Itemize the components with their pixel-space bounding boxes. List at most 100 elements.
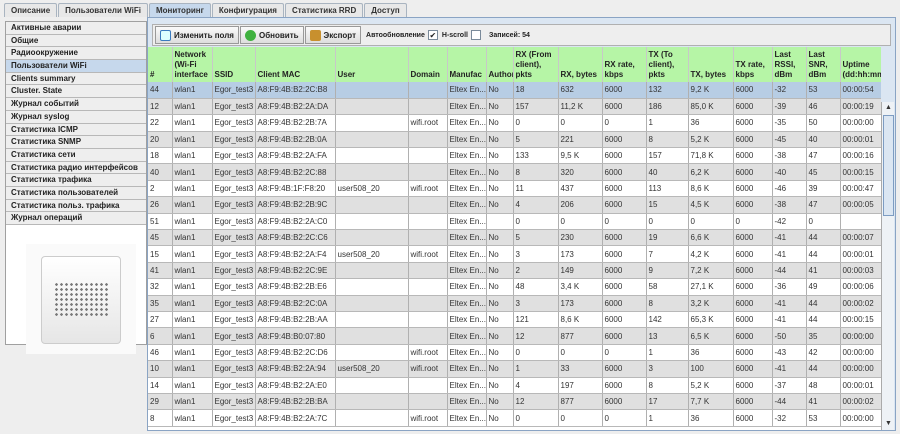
sidebar-item[interactable]: Журнал событий [6,98,146,111]
column-header[interactable]: Client MAC [255,47,336,82]
table-cell: 100 [688,360,734,378]
tab-4[interactable]: Статистика RRD [284,3,364,17]
table-cell: 149 [558,262,603,280]
table-cell [335,163,409,181]
column-header[interactable]: RX, bytes [558,47,603,82]
table-row[interactable]: 40 wlan1 Egor_test3 A8:F9:4B:B2:2C:88 Eltex … [148,163,881,181]
column-header[interactable]: Network (Wi-Fi interface [172,47,213,82]
tab-2[interactable]: Мониторинг [148,3,211,17]
table-row[interactable]: 27 wlan1 Egor_test3 A8:F9:4B:B2:2B:AA Eltex … [148,311,881,329]
table-cell: 3 [646,360,689,378]
table-cell: 6000 [602,278,647,296]
scroll-down-icon[interactable]: ▼ [885,420,892,427]
sidebar-item[interactable]: Статистика ICMP [6,123,146,137]
table-row[interactable]: 20 wlan1 Egor_test3 A8:F9:4B:B2:2B:0A Eltex … [148,131,881,149]
table-row[interactable]: 45 wlan1 Egor_test3 A8:F9:4B:B2:2C:C6 Eltex … [148,229,881,247]
sidebar-item[interactable]: Активные аварии [6,22,146,35]
sidebar-item[interactable]: Радиоокружение [6,47,146,61]
table-row[interactable]: 44 wlan1 Egor_test3 A8:F9:4B:B2:2C:B8 Eltex … [148,82,881,99]
sidebar-item[interactable]: Статистика трафика [6,174,146,187]
table-row[interactable]: 14 wlan1 Egor_test3 A8:F9:4B:B2:2A:E0 Eltex … [148,377,881,394]
column-header[interactable]: Manufac [447,47,487,82]
column-header[interactable]: TX (To client), pkts [646,47,689,82]
column-header[interactable]: SSID [212,47,256,82]
tab-5[interactable]: Доступ [364,3,407,17]
table-cell: A8:F9:4B:B2:2B:AA [255,311,336,329]
table-row[interactable]: 41 wlan1 Egor_test3 A8:F9:4B:B2:2C:9E Eltex … [148,262,881,280]
table-cell: 6000 [733,147,773,165]
table-cell: wlan1 [172,278,213,296]
table-cell: -41 [772,245,807,263]
column-header[interactable]: User [335,47,409,82]
sidebar-item[interactable]: Журнал syslog [6,110,146,124]
column-header[interactable]: RX rate, kbps [602,47,647,82]
sidebar-item[interactable]: Статистика пользователей [6,186,146,200]
column-header[interactable]: Uptime (dd:hh:mm [840,47,881,82]
table-row[interactable]: 18 wlan1 Egor_test3 A8:F9:4B:B2:2A:FA Eltex … [148,147,881,165]
sidebar-item[interactable]: Clients summary [6,72,146,86]
table-row[interactable]: 29 wlan1 Egor_test3 A8:F9:4B:B2:2B:BA Eltex … [148,393,881,411]
table-cell: 46 [148,344,173,362]
table-cell [335,229,409,247]
column-header[interactable]: Author [486,47,514,82]
table-cell: 0 [558,409,603,427]
table-cell: A8:F9:4B:B2:2A:C0 [255,213,336,231]
table-row[interactable]: 35 wlan1 Egor_test3 A8:F9:4B:B2:2C:0A Eltex … [148,295,881,312]
table-cell: -50 [772,327,807,345]
scroll-up-icon[interactable]: ▲ [885,104,892,111]
column-header[interactable]: TX, bytes [688,47,734,82]
table-cell: A8:F9:4B:B2:2B:7A [255,114,336,132]
table-row[interactable]: 8 wlan1 Egor_test3 A8:F9:4B:B2:2A:7C wifi.ro… [148,409,881,427]
sidebar-item[interactable]: Статистика сети [6,148,146,162]
tab-3[interactable]: Конфигурация [211,3,284,17]
table-cell: 00:00:54 [840,82,881,99]
column-header[interactable]: Domain [408,47,448,82]
tab-0[interactable]: Описание [4,3,58,17]
column-header[interactable]: TX rate, kbps [733,47,773,82]
table-cell: No [486,295,514,312]
column-header[interactable]: Last SNR, dBm [806,47,841,82]
vertical-scrollbar[interactable]: ▲ ▼ [881,102,894,430]
refresh-button[interactable]: Обновить [239,26,304,44]
column-header[interactable]: RX (From client), pkts [513,47,559,82]
table-row[interactable]: 6 wlan1 Egor_test3 A8:F9:4B:B0:07:80 Eltex E… [148,327,881,345]
table-row[interactable]: 51 wlan1 Egor_test3 A8:F9:4B:B2:2A:C0 Eltex … [148,213,881,231]
table-cell: A8:F9:4B:B2:2B:0A [255,131,336,149]
sidebar-item[interactable]: Статистика SNMP [6,136,146,149]
column-header[interactable]: # [148,47,173,82]
table-cell: 19 [646,229,689,247]
tab-1[interactable]: Пользователи WiFi [58,3,148,17]
table-row[interactable]: 2 wlan1 Egor_test3 A8:F9:4B:1F:F8:20 user508… [148,180,881,198]
table-cell: 8 [148,409,173,427]
edit-fields-button[interactable]: Изменить поля [155,26,239,44]
table-cell: 6,5 K [688,327,734,345]
sidebar-item[interactable]: Пользователи WiFi [6,60,146,73]
auto-refresh-checkbox[interactable]: ✔ [427,30,438,40]
table-cell: No [486,393,514,411]
sidebar-item[interactable]: Журнал операций [6,212,146,225]
table-cell: 53 [806,409,841,427]
table-row[interactable]: 46 wlan1 Egor_test3 A8:F9:4B:B2:2C:D6 wifi.r… [148,344,881,362]
table-row[interactable]: 15 wlan1 Egor_test3 A8:F9:4B:B2:2A:F4 user50… [148,245,881,263]
table-cell: 6000 [602,163,647,181]
refresh-label: Обновить [258,30,299,40]
table-row[interactable]: 26 wlan1 Egor_test3 A8:F9:4B:B2:2B:9C Eltex … [148,196,881,214]
export-button[interactable]: Экспорт [304,26,362,44]
table-cell: 18 [148,147,173,165]
column-header[interactable]: Last RSSI, dBm [772,47,807,82]
table-cell: A8:F9:4B:B2:2C:D6 [255,344,336,362]
table-row[interactable]: 32 wlan1 Egor_test3 A8:F9:4B:B2:2B:E6 Eltex … [148,278,881,296]
sidebar-item[interactable]: Cluster. State [6,85,146,99]
scroll-thumb[interactable] [883,115,894,216]
hscroll-checkbox[interactable] [470,30,481,40]
table-row[interactable]: 22 wlan1 Egor_test3 A8:F9:4B:B2:2B:7A wifi.r… [148,114,881,132]
table-cell: 9,2 K [688,82,734,99]
sidebar-item[interactable]: Статистика радио интерфейсов [6,161,146,175]
table-row[interactable]: 10 wlan1 Egor_test3 A8:F9:4B:B2:2A:94 user50… [148,360,881,378]
sidebar-item[interactable]: Общие [6,34,146,48]
table-cell: No [486,82,514,99]
sidebar-item[interactable]: Статистика польз. трафика [6,199,146,213]
table-cell: wlan1 [172,295,213,312]
table-cell: 22 [148,114,173,132]
table-row[interactable]: 12 wlan1 Egor_test3 A8:F9:4B:B2:2A:DA Eltex … [148,98,881,116]
